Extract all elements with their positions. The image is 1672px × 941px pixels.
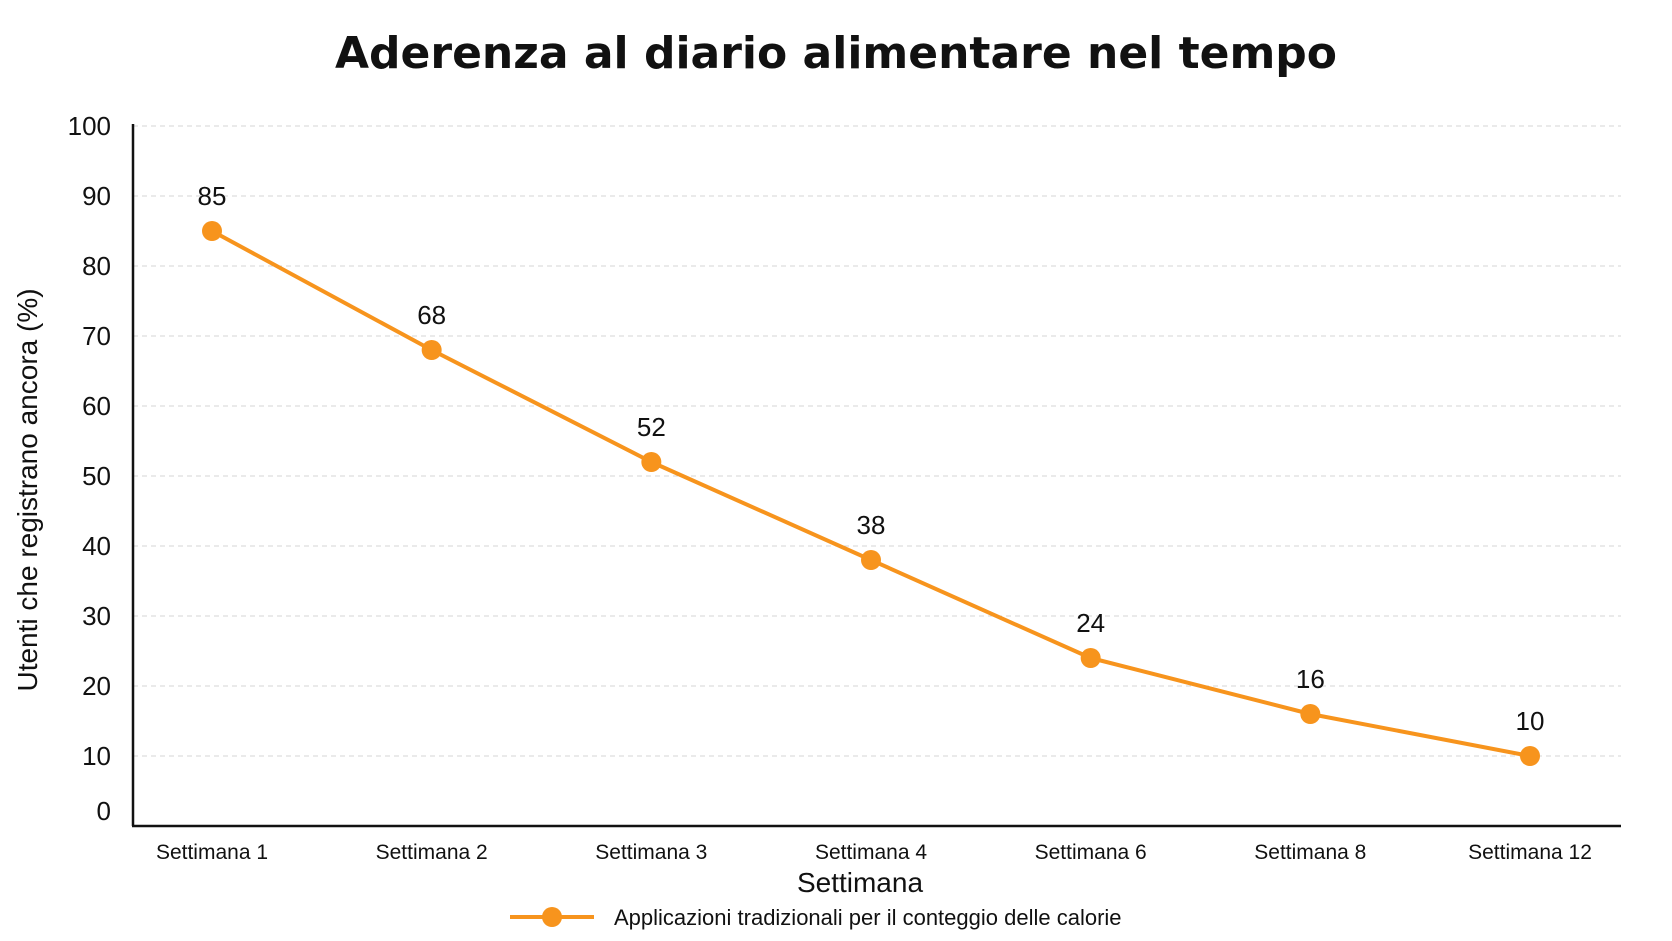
legend-swatch-marker <box>542 907 562 927</box>
data-point <box>1080 648 1101 668</box>
data-point <box>202 221 222 241</box>
data-label: 24 <box>1076 608 1105 638</box>
y-tick-label: 60 <box>82 391 111 421</box>
data-point <box>1300 704 1321 724</box>
data-label: 68 <box>417 300 446 330</box>
data-label: 52 <box>637 412 666 442</box>
legend-label: Applicazioni tradizionali per il contegg… <box>614 905 1122 930</box>
data-labels: 85 68 52 38 24 16 10 <box>198 181 1545 736</box>
data-label: 10 <box>1516 706 1545 736</box>
y-tick-label: 80 <box>82 251 111 281</box>
series-line-group <box>202 221 1540 766</box>
y-tick-label: 40 <box>82 531 111 561</box>
y-tick-labels: 0 10 20 30 40 50 60 70 80 90 100 <box>68 111 111 826</box>
x-tick-label: Settimana 12 <box>1468 841 1592 864</box>
data-label: 38 <box>857 510 886 540</box>
data-point <box>1520 746 1540 766</box>
y-tick-label: 70 <box>82 321 111 351</box>
data-label: 16 <box>1296 664 1325 694</box>
x-tick-label: Settimana 3 <box>595 841 707 864</box>
data-label: 85 <box>198 181 227 211</box>
x-tick-label: Settimana 1 <box>156 841 268 864</box>
chart-title: Aderenza al diario alimentare nel tempo <box>335 28 1337 79</box>
y-tick-label: 0 <box>97 796 111 826</box>
x-tick-label: Settimana 6 <box>1035 841 1147 864</box>
gridlines <box>133 125 1621 757</box>
x-tick-label: Settimana 8 <box>1254 841 1366 864</box>
y-tick-label: 30 <box>82 601 111 631</box>
data-point <box>421 340 442 360</box>
legend: Applicazioni tradizionali per il contegg… <box>510 905 1122 930</box>
series-line <box>211 229 1531 758</box>
data-point <box>641 452 662 472</box>
y-tick-label: 90 <box>82 181 111 211</box>
x-tick-label: Settimana 2 <box>376 841 488 864</box>
y-tick-label: 20 <box>82 671 111 701</box>
y-tick-label: 50 <box>82 461 111 491</box>
x-axis-label: Settimana <box>797 867 923 898</box>
y-axis-label: Utenti che registrano ancora (%) <box>12 288 43 691</box>
x-tick-labels: Settimana 1 Settimana 2 Settimana 3 Settima… <box>156 841 1592 864</box>
x-tick-label: Settimana 4 <box>815 841 927 864</box>
y-tick-label: 100 <box>68 111 111 141</box>
y-tick-label: 10 <box>82 741 111 771</box>
data-point <box>861 550 881 570</box>
